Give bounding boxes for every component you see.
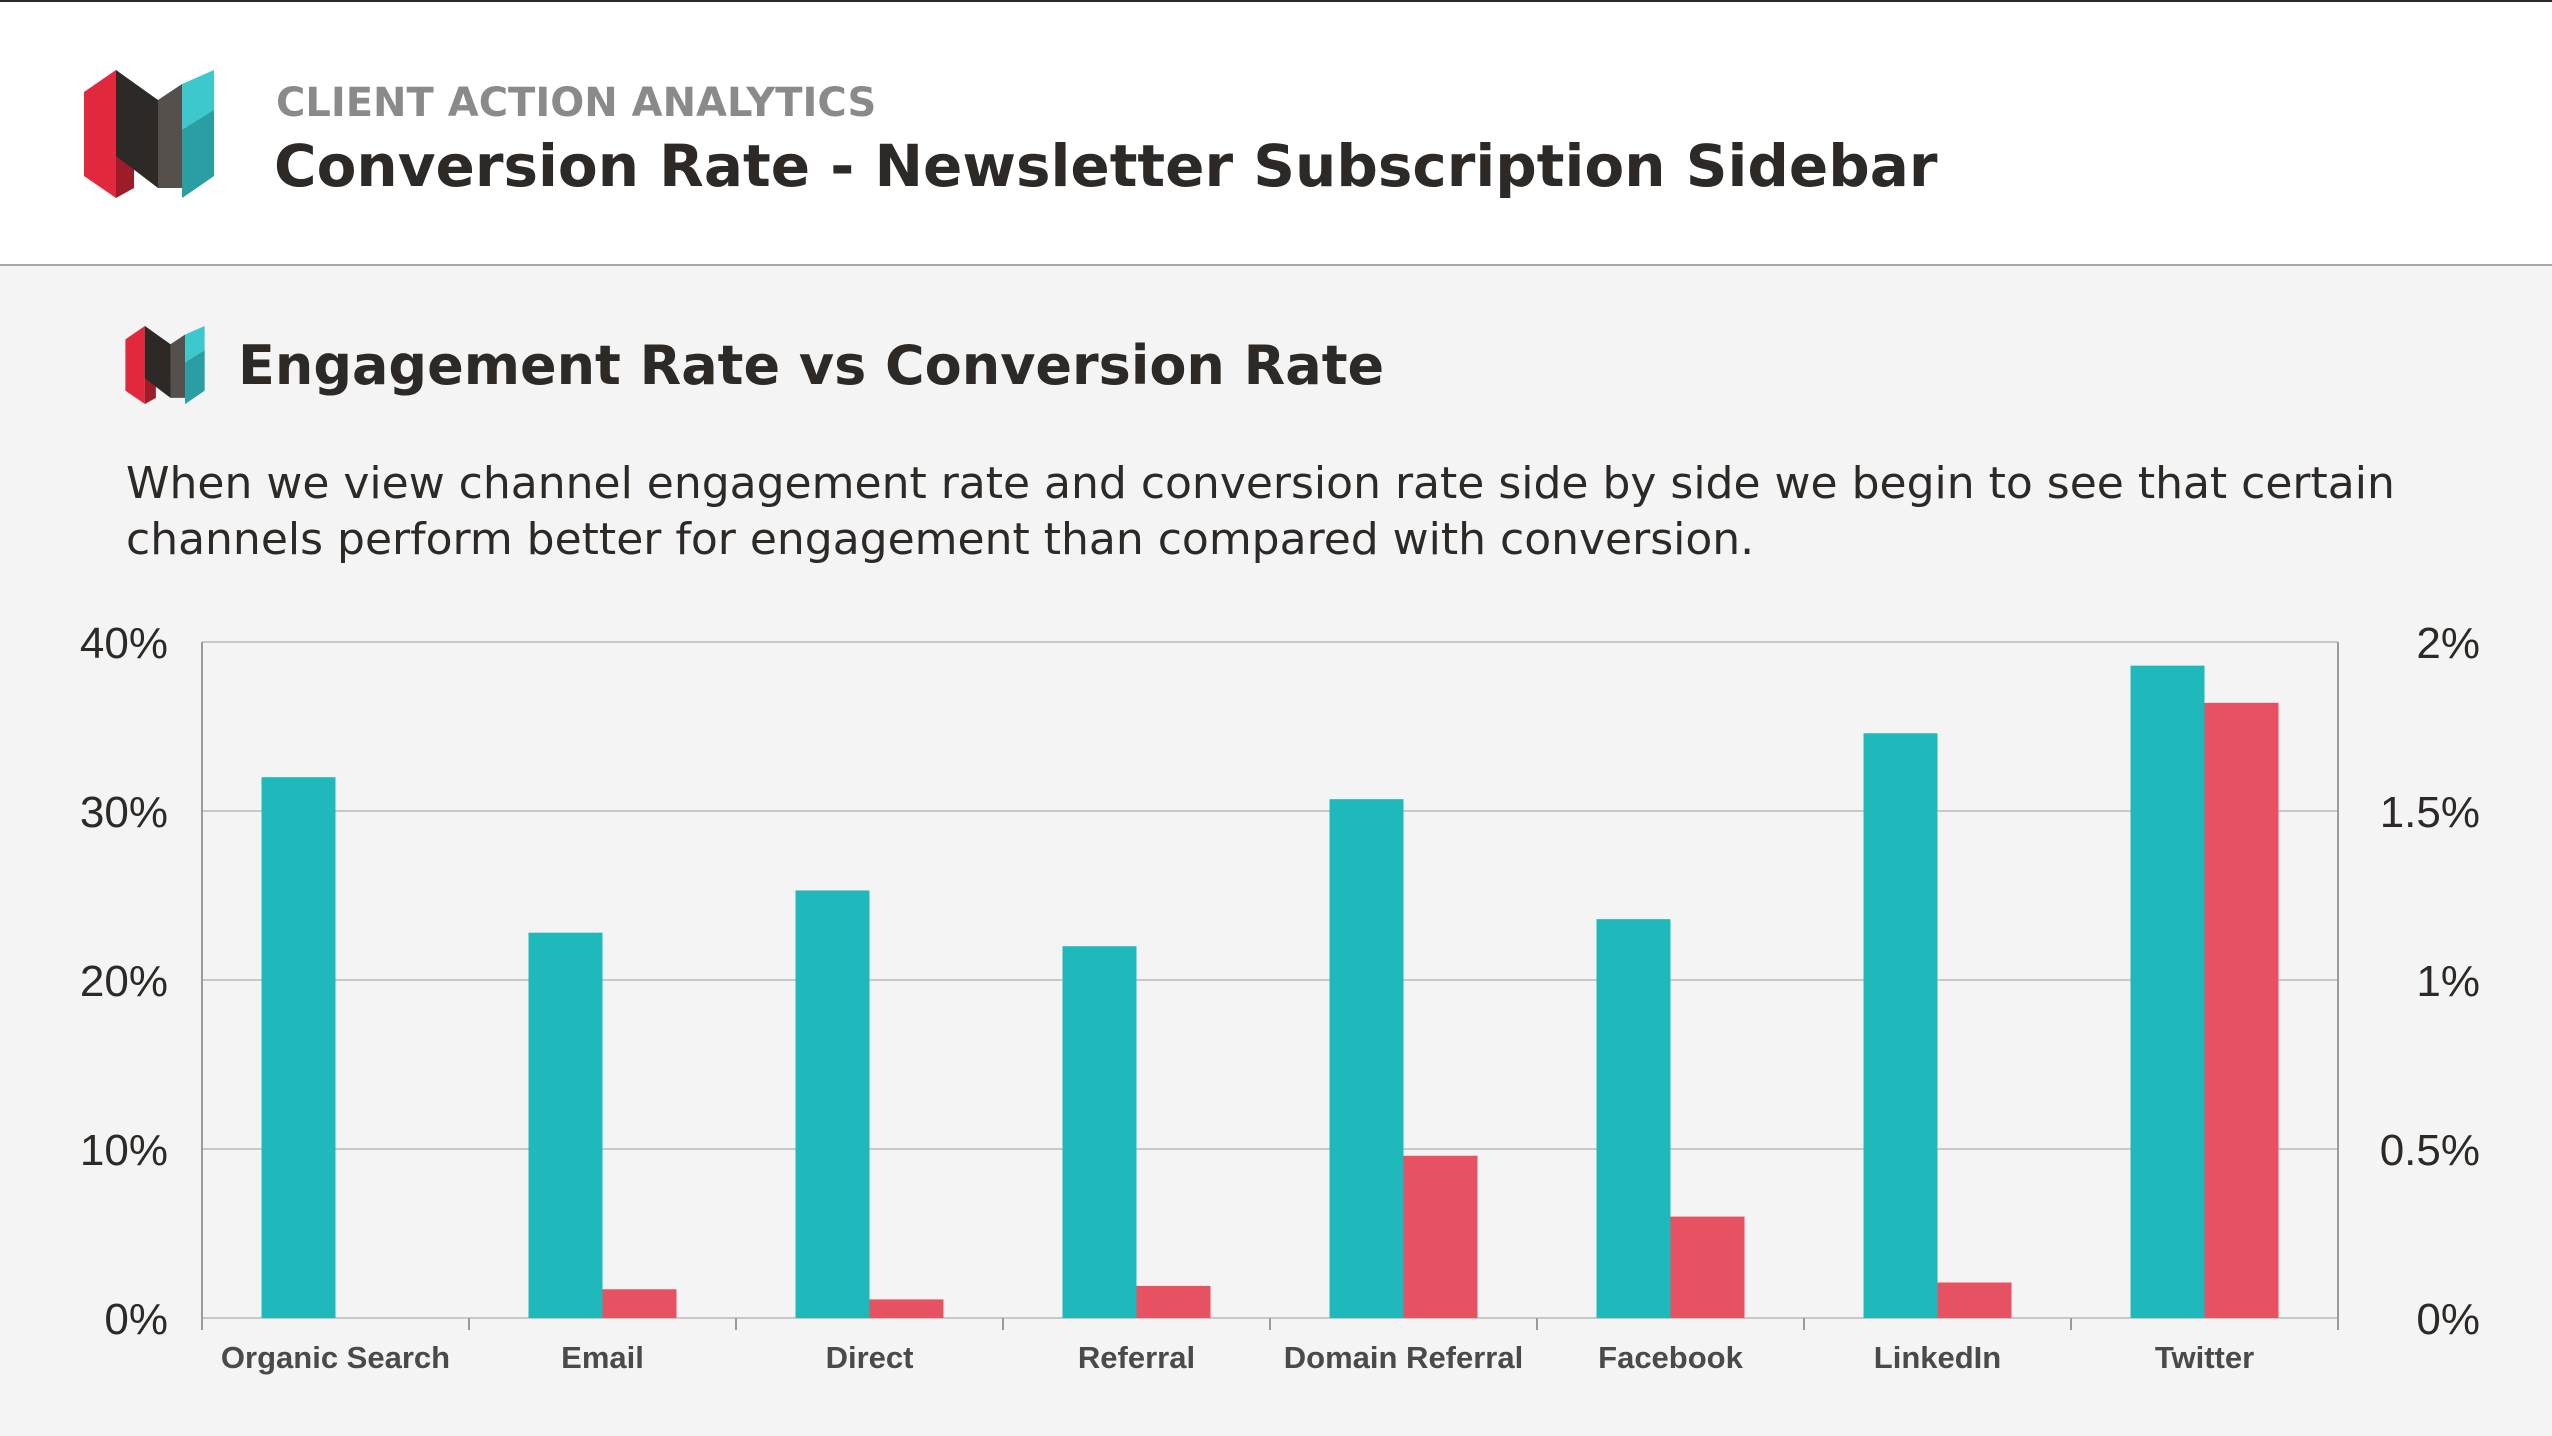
engagement-bar bbox=[261, 777, 336, 1318]
left-axis-tick-label: 20% bbox=[80, 957, 168, 1006]
engagement-bar bbox=[1062, 946, 1137, 1318]
right-axis-tick-label: 1.5% bbox=[2380, 788, 2480, 837]
category-label: Email bbox=[561, 1340, 644, 1375]
conversion-bar bbox=[1403, 1155, 1478, 1318]
category-label: LinkedIn bbox=[1874, 1340, 2001, 1375]
category-label: Twitter bbox=[2155, 1340, 2254, 1375]
header-kicker: CLIENT ACTION ANALYTICS bbox=[276, 80, 877, 126]
conversion-bar bbox=[1670, 1216, 1745, 1318]
left-axis-tick-label: 30% bbox=[80, 788, 168, 837]
conversion-bar bbox=[1937, 1282, 2012, 1318]
right-axis-tick-label: 0.5% bbox=[2380, 1126, 2480, 1175]
conversion-bar bbox=[1136, 1285, 1211, 1318]
engagement-bar bbox=[1863, 733, 1938, 1318]
section-title: Engagement Rate vs Conversion Rate bbox=[238, 334, 1385, 397]
engagement-bar bbox=[1596, 919, 1671, 1318]
right-axis-tick-label: 1% bbox=[2416, 957, 2480, 1006]
brand-logo-icon bbox=[84, 70, 214, 198]
left-axis-tick-label: 0% bbox=[104, 1295, 168, 1344]
engagement-bar bbox=[2130, 665, 2205, 1318]
conversion-bar bbox=[602, 1289, 677, 1318]
right-axis-tick-label: 2% bbox=[2416, 619, 2480, 668]
engagement-bar bbox=[528, 932, 603, 1318]
right-axis-tick-label: 0% bbox=[2416, 1295, 2480, 1344]
header-bar: CLIENT ACTION ANALYTICS Conversion Rate … bbox=[0, 0, 2552, 266]
category-label: Direct bbox=[826, 1340, 914, 1375]
section-description: When we view channel engagement rate and… bbox=[126, 458, 2395, 565]
conversion-bar bbox=[869, 1299, 944, 1318]
category-label: Referral bbox=[1078, 1340, 1195, 1375]
category-label: Domain Referral bbox=[1284, 1340, 1523, 1375]
category-label: Facebook bbox=[1598, 1340, 1743, 1375]
page-title: Conversion Rate - Newsletter Subscriptio… bbox=[274, 132, 1938, 200]
engagement-bar bbox=[1329, 799, 1404, 1318]
conversion-bar bbox=[2204, 702, 2279, 1318]
category-label: Organic Search bbox=[221, 1340, 450, 1375]
engagement-bar bbox=[795, 890, 870, 1318]
left-axis-tick-label: 10% bbox=[80, 1126, 168, 1175]
left-axis-tick-label: 40% bbox=[80, 619, 168, 668]
section-logo-icon bbox=[125, 326, 205, 404]
